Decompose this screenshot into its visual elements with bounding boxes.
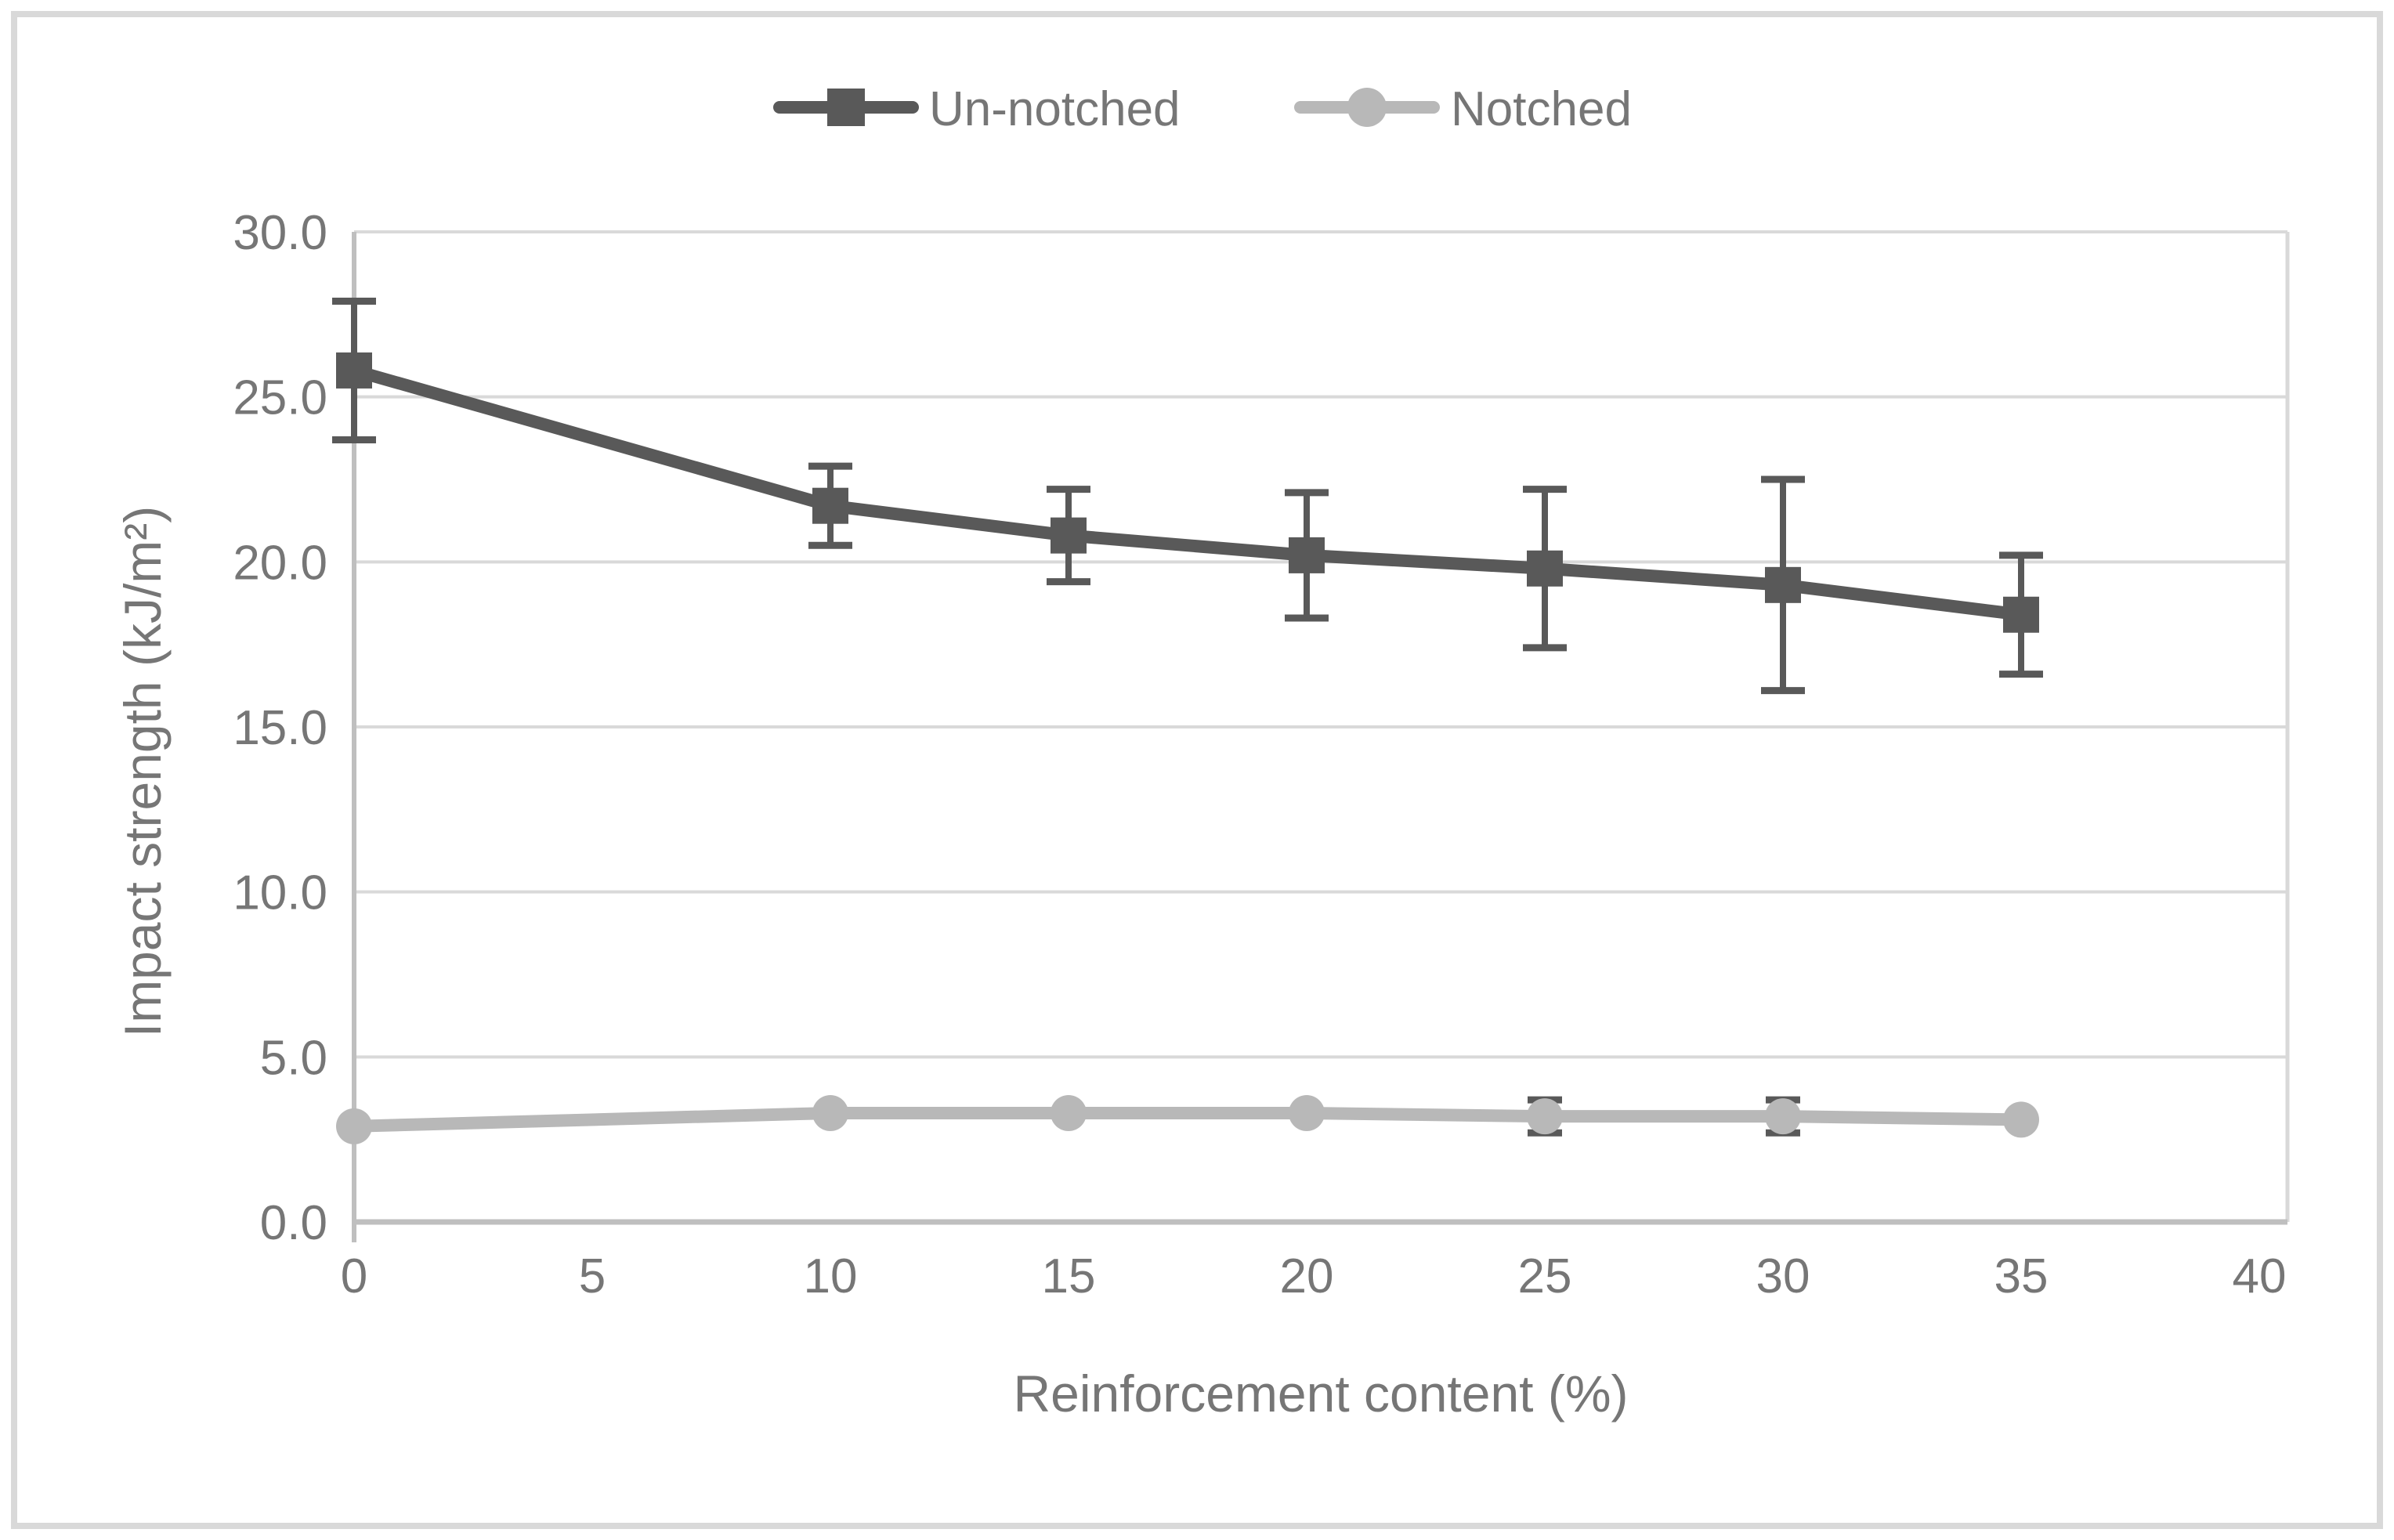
x-tick-label: 35 — [1994, 1249, 2049, 1303]
y-tick-label: 0.0 — [260, 1196, 327, 1250]
axis-lines — [352, 232, 2287, 1242]
y-tick-label: 5.0 — [260, 1031, 327, 1085]
error-bars — [332, 297, 2043, 1137]
legend-item-notched: Notched — [1294, 82, 1632, 136]
x-tick-label: 10 — [804, 1249, 858, 1303]
y-tick-label: 30.0 — [233, 206, 327, 260]
legend-item-unnotched: Un-notched — [773, 82, 1181, 136]
data-point-square-marker — [812, 487, 848, 524]
x-axis-title: Reinforcement content (%) — [1013, 1365, 1628, 1423]
data-point-circle-marker — [1527, 1098, 1563, 1135]
data-point-square-marker — [1051, 517, 1087, 554]
legend-square-marker-icon — [827, 89, 865, 126]
data-point-circle-marker — [1051, 1094, 1087, 1131]
y-tick-label: 15.0 — [233, 701, 327, 755]
x-tick-label: 0 — [341, 1249, 367, 1303]
legend: Un-notched Notched — [773, 82, 1632, 136]
data-point-square-marker — [1765, 566, 1801, 603]
y-axis-title: Impact strength (kJ/m²) — [114, 506, 172, 1037]
data-point-circle-marker — [336, 1108, 372, 1144]
data-point-square-marker — [336, 352, 372, 389]
data-point-circle-marker — [1289, 1094, 1325, 1131]
y-tick-label: 20.0 — [233, 536, 327, 590]
legend-label-notched: Notched — [1451, 82, 1632, 136]
y-axis-tick-labels: 0.0 5.0 10.0 15.0 20.0 25.0 30.0 — [233, 206, 327, 1250]
x-tick-label: 40 — [2233, 1249, 2287, 1303]
data-point-square-marker — [1527, 550, 1563, 587]
x-tick-label: 5 — [579, 1249, 606, 1303]
y-tick-label: 25.0 — [233, 371, 327, 425]
legend-label-unnotched: Un-notched — [929, 82, 1181, 136]
x-tick-label: 30 — [1756, 1249, 1810, 1303]
chart-frame-border — [11, 11, 2383, 1529]
data-point-circle-marker — [2003, 1101, 2039, 1138]
x-tick-label: 25 — [1518, 1249, 1572, 1303]
data-point-circle-marker — [812, 1094, 848, 1131]
gridlines — [354, 230, 2290, 1222]
legend-circle-marker-icon — [1347, 88, 1387, 127]
series-lines — [352, 364, 2022, 1133]
data-point-square-marker — [1289, 537, 1325, 573]
series-markers — [336, 352, 2039, 1144]
data-point-circle-marker — [1765, 1098, 1801, 1135]
y-tick-label: 10.0 — [233, 866, 327, 920]
x-tick-label: 15 — [1042, 1249, 1096, 1303]
data-point-square-marker — [2003, 596, 2039, 633]
x-axis-tick-labels: 0 5 10 15 20 25 30 35 40 — [341, 1249, 2287, 1303]
x-tick-label: 20 — [1280, 1249, 1334, 1303]
